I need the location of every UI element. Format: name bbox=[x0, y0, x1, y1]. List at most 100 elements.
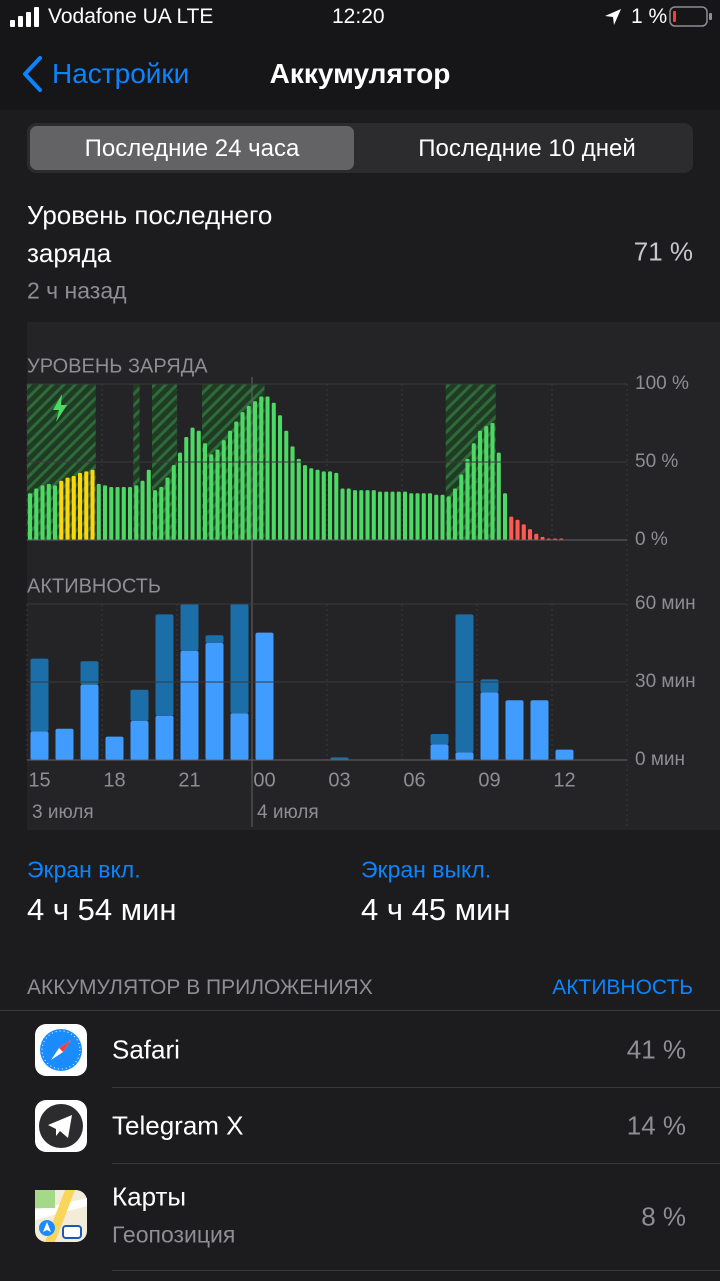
battery-bar bbox=[515, 519, 520, 540]
telegram-icon[interactable] bbox=[35, 1100, 87, 1152]
battery-bar bbox=[253, 401, 258, 540]
battery-bar bbox=[453, 488, 458, 540]
battery-icon bbox=[669, 6, 712, 27]
charging-icon bbox=[53, 394, 67, 422]
safari-icon[interactable] bbox=[35, 1024, 87, 1076]
battery-bar bbox=[478, 430, 483, 540]
screen-on-value: 4 ч 54 мин bbox=[27, 892, 177, 927]
battery-bar bbox=[440, 494, 445, 540]
app-subtitle: Геопозиция bbox=[112, 1221, 236, 1248]
app-name: Карты bbox=[112, 1181, 187, 1212]
battery-bar bbox=[96, 483, 101, 540]
battery-bar bbox=[140, 480, 145, 540]
battery-bar bbox=[159, 486, 164, 540]
battery-bar bbox=[221, 440, 226, 540]
screen-off-value: 4 ч 45 мин bbox=[361, 892, 511, 927]
separator bbox=[112, 1270, 720, 1271]
battery-bar bbox=[509, 516, 514, 540]
maps-icon[interactable] bbox=[35, 1190, 87, 1242]
activity-bar bbox=[55, 728, 74, 760]
battery-bar bbox=[53, 485, 58, 540]
battery-bar bbox=[171, 465, 176, 540]
activity-bar bbox=[555, 749, 574, 760]
battery-bar bbox=[40, 485, 45, 540]
battery-bar bbox=[209, 454, 214, 540]
app-usage: 14 % bbox=[626, 1110, 686, 1141]
battery-bar bbox=[465, 458, 470, 540]
battery-bar bbox=[28, 493, 33, 540]
battery-bar bbox=[490, 423, 495, 540]
battery-bar bbox=[334, 472, 339, 540]
segment-label[interactable]: Последние 10 дней bbox=[418, 135, 636, 162]
y-tick-label: 50 % bbox=[635, 451, 678, 472]
battery-bar bbox=[78, 472, 83, 540]
x-tick-label: 21 bbox=[178, 769, 200, 791]
activity-bar bbox=[155, 715, 174, 760]
segment-label[interactable]: Последние 24 часа bbox=[84, 135, 300, 162]
x-tick-label: 18 bbox=[103, 769, 125, 791]
battery-bar bbox=[384, 491, 389, 540]
battery-bar bbox=[415, 493, 420, 540]
nav-title: Аккумулятор bbox=[269, 58, 451, 89]
date-label: 3 июля bbox=[32, 802, 94, 823]
activity-bar bbox=[255, 632, 274, 760]
battery-bar bbox=[59, 480, 64, 540]
activity-bar bbox=[480, 692, 499, 760]
battery-bar bbox=[165, 477, 170, 540]
battery-bar bbox=[109, 486, 114, 540]
battery-bar bbox=[390, 491, 395, 540]
y-tick-label: 100 % bbox=[635, 373, 689, 394]
y-tick-label: 0 мин bbox=[635, 749, 685, 770]
battery-bar bbox=[521, 524, 526, 540]
activity-bar bbox=[130, 721, 149, 760]
battery-bar bbox=[428, 493, 433, 540]
battery-bar bbox=[471, 443, 476, 540]
activity-bar bbox=[130, 689, 149, 721]
activity-bar bbox=[230, 713, 249, 760]
battery-bar bbox=[409, 493, 414, 540]
battery-bar bbox=[446, 496, 451, 540]
activity-bar bbox=[230, 604, 249, 714]
battery-bar bbox=[84, 471, 89, 540]
battery-bar bbox=[121, 486, 126, 540]
battery-bar bbox=[71, 476, 76, 540]
battery-bar bbox=[265, 396, 270, 540]
battery-bar bbox=[153, 490, 158, 540]
x-tick-label: 09 bbox=[478, 769, 500, 791]
battery-percent: 1 % bbox=[631, 5, 668, 28]
location-icon bbox=[605, 9, 621, 25]
battery-bar bbox=[340, 488, 345, 540]
activity-bar bbox=[330, 757, 349, 760]
apps-toggle[interactable]: АКТИВНОСТЬ bbox=[552, 976, 693, 999]
battery-bar bbox=[296, 458, 301, 540]
y-tick-label: 0 % bbox=[635, 529, 668, 550]
activity-bar bbox=[455, 614, 474, 753]
carrier: Vodafone UA LTE bbox=[48, 5, 214, 28]
battery-bar bbox=[284, 430, 289, 540]
back-chevron[interactable] bbox=[20, 55, 46, 93]
separator bbox=[112, 1163, 720, 1164]
back-button[interactable]: Настройки bbox=[52, 58, 190, 89]
screen-on-label: Экран вкл. bbox=[27, 856, 141, 883]
battery-bar bbox=[184, 437, 189, 540]
battery-bar bbox=[90, 469, 95, 540]
battery-bar bbox=[240, 412, 245, 540]
battery-bar bbox=[459, 474, 464, 540]
battery-bar bbox=[196, 430, 201, 540]
top-bar bbox=[0, 0, 720, 110]
battery-bar bbox=[190, 427, 195, 540]
battery-bar bbox=[371, 490, 376, 540]
battery-bar bbox=[496, 452, 501, 540]
battery-bar bbox=[378, 491, 383, 540]
charts-panel: 15 18 21 00 03 06 09 12 3 июля 4 июля УРОВЕНЬ ЗАРЯ… bbox=[26, 322, 720, 830]
battery-bar bbox=[321, 471, 326, 540]
battery-bar bbox=[203, 443, 208, 540]
activity-bar bbox=[430, 744, 449, 760]
battery-bar bbox=[346, 488, 351, 540]
apps-list bbox=[0, 1010, 720, 1281]
battery-bar bbox=[315, 469, 320, 540]
segment-selected[interactable] bbox=[30, 126, 354, 170]
battery-bar bbox=[365, 490, 370, 540]
battery-bar bbox=[278, 415, 283, 540]
